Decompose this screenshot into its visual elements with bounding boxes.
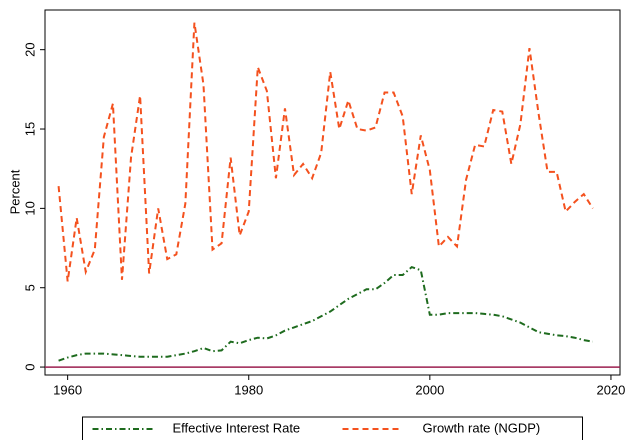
y-tick-label: 20 xyxy=(22,42,37,56)
y-tick-label: 10 xyxy=(22,201,37,215)
x-tick-label: 2020 xyxy=(596,382,625,397)
legend-label: Growth rate (NGDP) xyxy=(423,420,541,435)
y-axis-label: Percent xyxy=(7,169,22,214)
x-tick-label: 1980 xyxy=(234,382,263,397)
y-tick-label: 15 xyxy=(22,122,37,136)
x-tick-label: 2000 xyxy=(415,382,444,397)
plot-frame xyxy=(44,9,621,376)
y-tick-label: 5 xyxy=(22,284,37,291)
x-tick-label: 1960 xyxy=(53,382,82,397)
legend-box xyxy=(82,416,583,440)
legend-label: Effective Interest Rate xyxy=(173,420,301,435)
series-line xyxy=(57,22,594,282)
series-line xyxy=(58,265,594,362)
y-tick-label: 0 xyxy=(22,363,37,370)
